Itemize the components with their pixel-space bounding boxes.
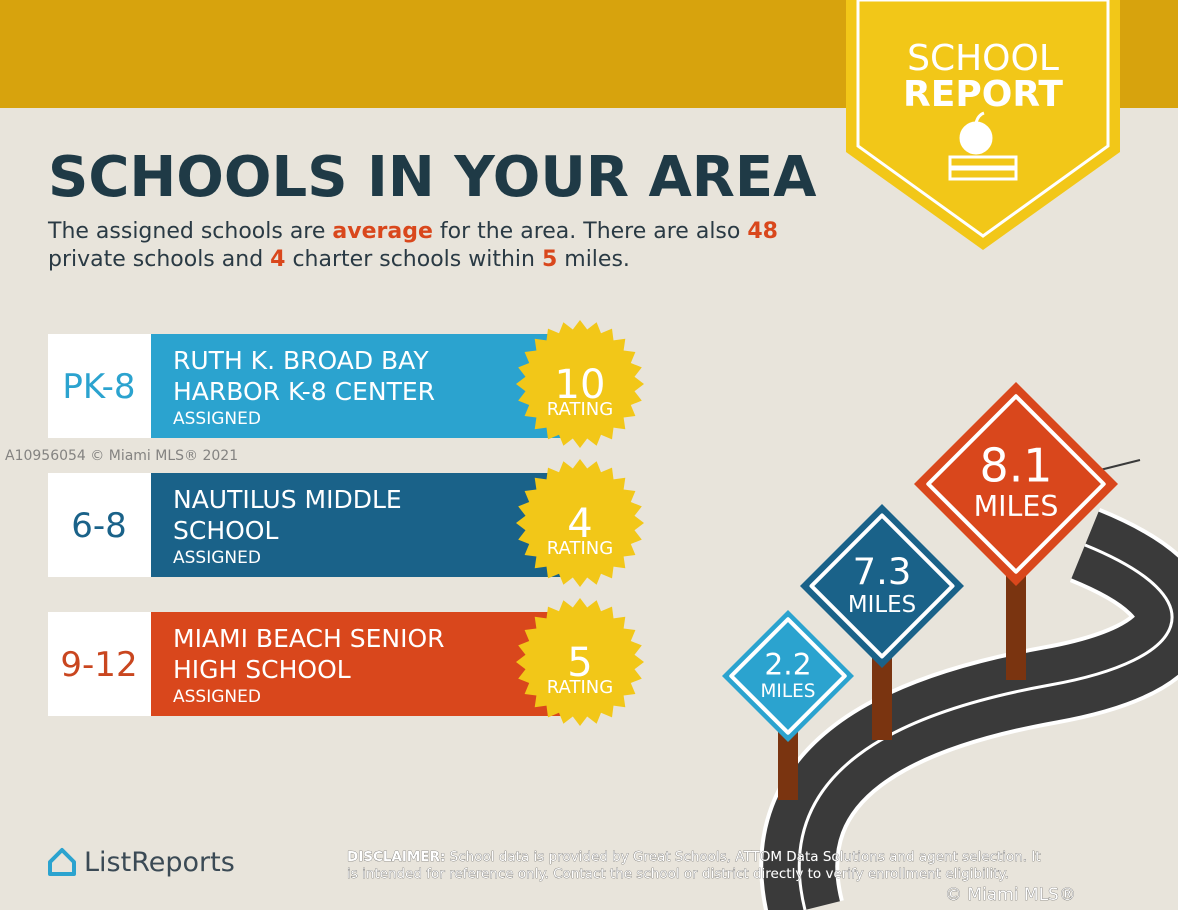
name-band	[151, 473, 561, 577]
school-name: SCHOOL	[173, 516, 278, 545]
rating: 10	[555, 362, 606, 408]
summary-highlight: 4	[270, 247, 285, 272]
summary-text: private schools and	[48, 247, 270, 272]
grade: 9-12	[60, 645, 137, 685]
rating-badge	[516, 598, 644, 726]
rating-badge	[516, 320, 644, 448]
sign-outline	[809, 513, 955, 659]
grade-box	[48, 473, 151, 577]
summary: The assigned schools are average for the…	[47, 219, 778, 272]
sign-unit: MILES	[848, 592, 916, 618]
sign-distance: 8.1	[980, 439, 1053, 493]
summary-highlight: 48	[747, 219, 778, 244]
name-band	[151, 612, 561, 716]
sign-distance: 7.3	[853, 550, 912, 593]
apple-books-icon	[948, 111, 1018, 181]
rating: 5	[567, 640, 592, 686]
title: SCHOOLS IN YOUR AREA	[48, 145, 817, 210]
summary-text: charter schools within	[285, 247, 541, 272]
sign	[914, 382, 1118, 586]
school-name: HIGH SCHOOL	[173, 655, 351, 684]
road-far	[1099, 459, 1141, 471]
badge-line2: REPORT	[903, 74, 1063, 115]
disclaimer-label: DISCLAIMER:	[347, 849, 445, 865]
disclaimer-text: School data is provided by Great Schools…	[445, 849, 1040, 865]
disclaimer-line1: DISCLAIMER: School data is provided by G…	[347, 849, 1041, 865]
logo: ListReports	[48, 847, 235, 878]
sign-unit: MILES	[974, 490, 1059, 523]
name-band	[151, 334, 561, 438]
rating-badge	[516, 459, 644, 587]
status: ASSIGNED	[173, 548, 261, 568]
summary-highlight: 5	[542, 247, 557, 272]
sign-distance: 2.2	[764, 648, 811, 683]
rating-label: RATING	[547, 399, 613, 420]
sign	[800, 504, 964, 668]
rating-label: RATING	[547, 538, 613, 559]
badge-outline	[856, 0, 1110, 238]
status: ASSIGNED	[173, 687, 261, 707]
logo-text: ListReports	[84, 847, 235, 878]
road-center-line	[797, 543, 1174, 910]
sign-unit: MILES	[761, 681, 816, 702]
summary-text: The assigned schools are	[47, 219, 332, 244]
badge-line1: SCHOOL	[907, 38, 1059, 79]
sign	[722, 610, 854, 742]
school-name: HARBOR K-8 CENTER	[173, 377, 435, 406]
school-name: MIAMI BEACH SENIOR	[173, 624, 445, 653]
grade-box	[48, 612, 151, 716]
disclaimer-line2: is intended for reference only. Contact …	[347, 866, 1009, 882]
grade: PK-8	[62, 367, 135, 407]
rating-label: RATING	[547, 677, 613, 698]
copyright: © Miami MLS®	[945, 885, 1076, 905]
status: ASSIGNED	[173, 409, 261, 429]
summary-text: miles.	[557, 247, 630, 272]
watermark: A10956054 © Miami MLS® 2021	[5, 448, 238, 464]
summary-highlight: average	[332, 219, 432, 244]
school-name: NAUTILUS MIDDLE	[173, 485, 402, 514]
summary-text: for the area. There are also	[433, 219, 747, 244]
sign-outline	[926, 394, 1106, 574]
school-name: RUTH K. BROAD BAY	[173, 346, 429, 375]
grade-box	[48, 334, 151, 438]
grade: 6-8	[71, 506, 127, 546]
rating: 4	[567, 501, 592, 547]
sign-outline	[729, 617, 847, 735]
